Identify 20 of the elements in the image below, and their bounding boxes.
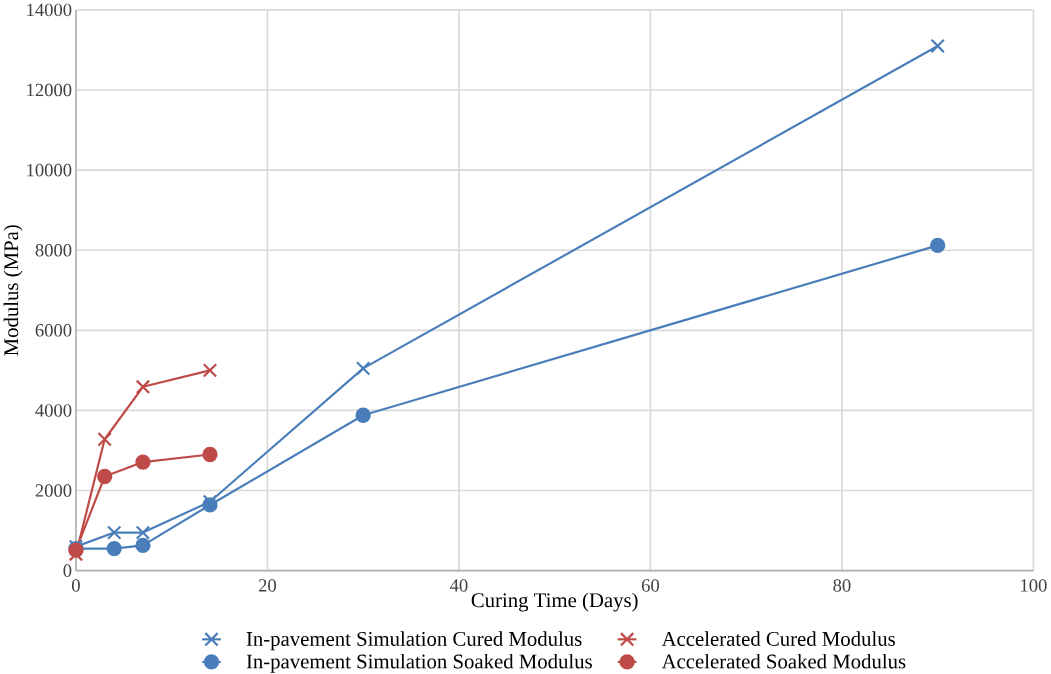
legend-label: Accelerated Soaked Modulus [661,653,906,669]
x-tick-label: 80 [833,579,851,592]
legend-label: Accelerated Cured Modulus [661,631,895,646]
y-tick-label: 6000 [35,323,72,337]
x-tick-label: 40 [450,579,468,592]
legend-label: In-pavement Simulation Soaked Modulus [246,653,592,673]
x-tick-label: 20 [258,579,277,592]
x-tick-label: 60 [641,579,660,592]
y-axis-title: Modulus (MPa) [3,225,23,356]
y-tick-label: 0 [63,564,72,577]
y-tick-label: 12000 [27,83,72,97]
y-tick-label: 14000 [27,3,72,17]
x-tick-label: 0 [71,579,80,592]
y-tick-label: 10000 [27,163,72,177]
legend-label: In-pavement Simulation Cured Modulus [246,631,582,650]
y-tick-label: 2000 [35,484,72,497]
x-axis-title: Curing Time (Days) [471,592,638,612]
x-tick-label: 100 [1021,579,1047,592]
y-tick-label: 4000 [35,404,72,417]
y-tick-label: 8000 [35,243,72,257]
